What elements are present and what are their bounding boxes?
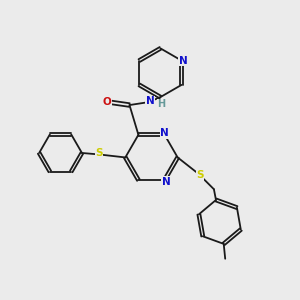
Text: N: N: [162, 177, 170, 187]
Text: N: N: [178, 56, 188, 65]
Text: N: N: [160, 128, 169, 138]
Text: S: S: [95, 148, 103, 158]
Text: H: H: [157, 100, 165, 110]
Text: O: O: [103, 97, 112, 107]
Text: S: S: [196, 170, 204, 180]
Text: N: N: [146, 97, 155, 106]
